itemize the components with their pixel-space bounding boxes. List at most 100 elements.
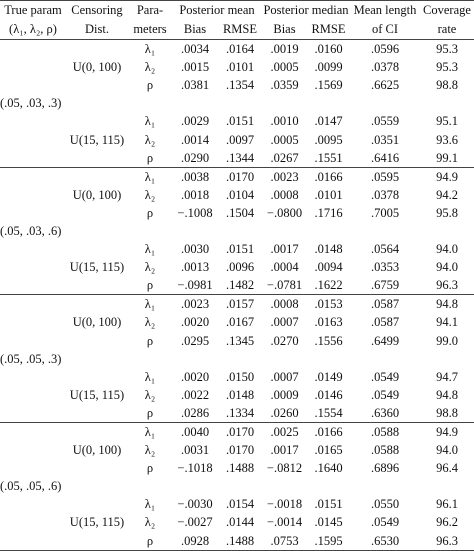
- data-row: ρ −.0981 .1482 −.0781 .1622 .6759 96.3: [0, 276, 474, 295]
- header-cell: Dist.: [66, 20, 128, 40]
- empty-cell: [66, 477, 474, 495]
- value-cell: .1622: [314, 278, 343, 293]
- value-cell: .0550: [370, 497, 400, 512]
- data-row: U(15, 115) λ₁ −.0030 .0154 −.0018 .0151 .0550 9…: [0, 495, 474, 529]
- parameter: ρ: [146, 461, 154, 476]
- data-row: λ₂ .0018 .0104 .0008 .0101 .0378 94.2: [0, 186, 474, 204]
- header-cell: Bias: [262, 20, 307, 40]
- value-cell: .0286: [180, 405, 210, 420]
- value-cell: .0005: [270, 132, 299, 147]
- data-row: λ₂ .0022 .0148 .0009 .0146 .0549 94.8: [0, 386, 474, 404]
- value-cell: 96.2: [436, 515, 458, 530]
- empty-cell: [66, 222, 474, 240]
- value-cell: −.0018: [266, 497, 303, 512]
- parameter: λ₁: [144, 497, 156, 512]
- header-row: True param Censoring Para- Posterior mea…: [0, 1, 474, 21]
- value-cell: .0017: [270, 242, 299, 257]
- data-row: U(15, 115) λ₁ .0020 .0150 .0007 .0149 .0549 94.…: [0, 368, 474, 402]
- value-cell: .0359: [270, 78, 299, 93]
- value-cell: .1640: [314, 461, 343, 476]
- true-param-row: (.05, .03, .3): [0, 94, 474, 112]
- empty-cell: [66, 94, 474, 112]
- value-cell: .0020: [180, 315, 210, 330]
- parameter: ρ: [146, 78, 154, 93]
- empty-cell: [0, 495, 66, 550]
- header-cell: RMSE: [307, 20, 350, 40]
- value-cell: .0020: [180, 369, 210, 384]
- value-cell: −.0030: [177, 497, 213, 512]
- data-row: U(0, 100) λ₁ .0023 .0157 .0008 .0153 .0587 94.8: [0, 295, 474, 329]
- value-cell: .0549: [370, 369, 400, 384]
- value-cell: .0351: [370, 132, 400, 147]
- parameter: λ₁: [144, 42, 156, 57]
- data-row: ρ .0290 .1344 .0267 .1551 .6416 99.1: [0, 149, 474, 168]
- header-cell: (λ₁, λ₂, ρ): [0, 20, 66, 40]
- value-cell: .6530: [370, 533, 400, 548]
- data-row: ρ .0286 .1334 .0260 .1554 .6360 98.8: [0, 404, 474, 423]
- value-cell: 94.9: [436, 425, 458, 440]
- value-cell: .6759: [370, 278, 400, 293]
- value-cell: .0595: [370, 169, 400, 184]
- value-cell: 94.0: [436, 242, 458, 257]
- value-cell: .0023: [270, 169, 299, 184]
- empty-cell: [0, 40, 66, 95]
- censoring-dist: U(0, 100): [72, 60, 122, 75]
- data-row: U(0, 100) λ₁ .0034 .0164 .0019 .0160 .0596 95.3: [0, 40, 474, 74]
- value-cell: −.0800: [266, 205, 303, 220]
- data-row: λ₂ .0013 .0096 .0004 .0094 .0353 94.0: [0, 258, 474, 276]
- empty-cell: [66, 350, 474, 368]
- data-row: ρ .0928 .1488 .0753 .1595 .6530 96.3: [0, 532, 474, 551]
- censoring-dist: U(0, 100): [72, 315, 122, 330]
- value-cell: −.0781: [266, 278, 303, 293]
- value-cell: .0008: [270, 187, 299, 202]
- value-cell: .0031: [180, 443, 210, 458]
- value-cell: .0378: [370, 187, 400, 202]
- value-cell: .0099: [314, 60, 343, 75]
- value-cell: .0095: [314, 132, 343, 147]
- value-cell: 94.9: [436, 169, 458, 184]
- parameter: λ₁: [144, 114, 156, 129]
- value-cell: .0353: [370, 260, 400, 275]
- value-cell: .0146: [314, 387, 343, 402]
- censoring-dist: U(15, 115): [69, 260, 125, 275]
- value-cell: 95.8: [436, 205, 458, 220]
- value-cell: −.0812: [266, 461, 303, 476]
- value-cell: .0040: [180, 425, 210, 440]
- table-header: True param Censoring Para- Posterior mea…: [0, 1, 474, 40]
- value-cell: .1488: [225, 461, 255, 476]
- true-param-row: (.05, .03, .6): [0, 222, 474, 240]
- value-cell: .1354: [225, 78, 255, 93]
- header-row: (λ₁, λ₂, ρ) Dist. meters Bias RMSE Bias …: [0, 20, 474, 40]
- value-cell: .0029: [180, 114, 210, 129]
- value-cell: 94.8: [436, 297, 458, 312]
- value-cell: −.0014: [266, 515, 303, 530]
- value-cell: .1334: [225, 405, 255, 420]
- header-cell: meters: [128, 20, 172, 40]
- value-cell: .6360: [370, 405, 400, 420]
- header-cell: Posterior mean: [179, 3, 255, 17]
- data-row: λ₂ .0014 .0097 .0005 .0095 .0351 93.6: [0, 130, 474, 148]
- parameter: λ₂: [144, 387, 156, 402]
- data-row: λ₂ .0031 .0170 .0017 .0165 .0588 94.0: [0, 441, 474, 459]
- value-cell: .0559: [370, 114, 400, 129]
- data-row: λ₂ .0015 .0101 .0005 .0099 .0378 95.3: [0, 58, 474, 76]
- value-cell: .0101: [314, 187, 343, 202]
- value-cell: .0753: [270, 533, 299, 548]
- value-cell: −.0981: [177, 278, 213, 293]
- data-row: U(15, 115) λ₁ .0029 .0151 .0010 .0147 .0559 95.…: [0, 112, 474, 146]
- value-cell: −.1018: [177, 461, 213, 476]
- data-row: ρ .0295 .1345 .0270 .1556 .6499 99.0: [0, 332, 474, 350]
- data-row: U(0, 100) λ₁ .0038 .0170 .0023 .0166 .0595 94.9: [0, 167, 474, 202]
- header-cell: Coverage: [423, 3, 471, 17]
- true-param: (.05, .03, .3): [0, 96, 62, 111]
- value-cell: .0019: [270, 42, 299, 57]
- value-cell: .0587: [370, 315, 400, 330]
- parameter: λ₁: [144, 425, 156, 440]
- value-cell: .0157: [225, 297, 255, 312]
- empty-cell: [0, 422, 66, 477]
- value-cell: .0378: [370, 60, 400, 75]
- value-cell: .0164: [225, 42, 255, 57]
- value-cell: .0151: [314, 497, 343, 512]
- value-cell: .0015: [180, 60, 210, 75]
- header-cell: Para-: [136, 3, 164, 17]
